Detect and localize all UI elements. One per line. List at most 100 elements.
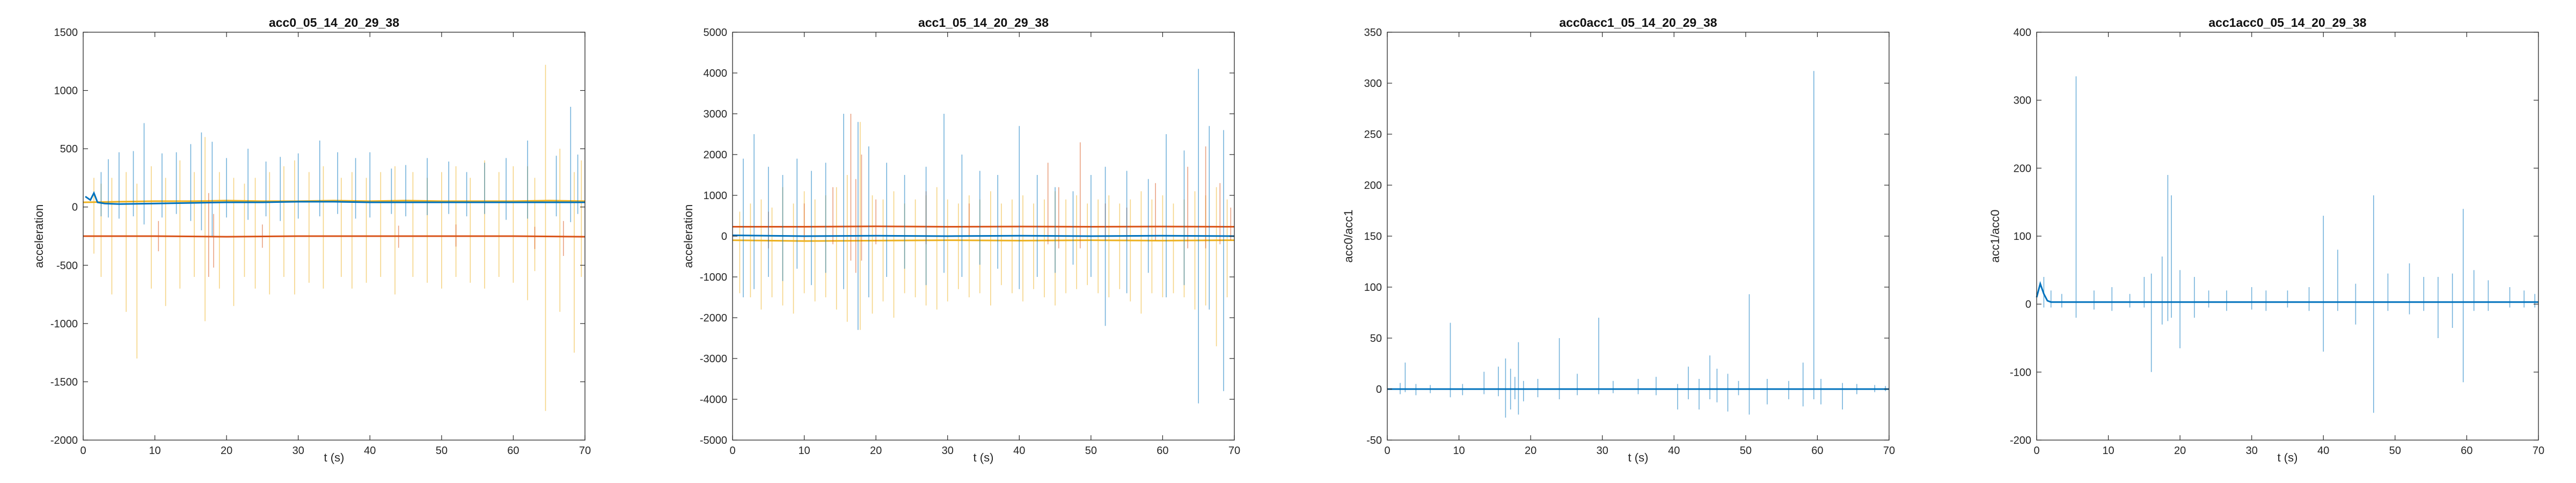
y-tick-label: 0 bbox=[2025, 299, 2031, 311]
x-tick-label: 30 bbox=[2246, 445, 2258, 457]
y-tick-label: -1500 bbox=[50, 376, 78, 388]
x-tick-label: 60 bbox=[1811, 445, 1823, 457]
series-1-line bbox=[733, 225, 1235, 228]
subplot-acc1: 0 10 20 30 40 50 60 70 -5000 -4000 -3000 -2000 -1000… bbox=[682, 16, 1240, 464]
x-tick-label: 0 bbox=[2033, 445, 2039, 457]
y-tick-label: 250 bbox=[1364, 129, 1382, 141]
y-tick-label: 50 bbox=[1370, 333, 1382, 345]
x-tick-label: 70 bbox=[579, 445, 591, 457]
x-axis-label: t (s) bbox=[2278, 451, 2298, 464]
y-tick-label: 200 bbox=[2014, 163, 2031, 174]
series-0-line bbox=[85, 191, 585, 205]
x-tick-label: 10 bbox=[798, 445, 810, 457]
y-tick-label: 0 bbox=[1376, 384, 1382, 396]
x-tick-label: 30 bbox=[1597, 445, 1608, 457]
y-tick-label: 1000 bbox=[704, 190, 728, 202]
x-tick-label: 20 bbox=[1525, 445, 1536, 457]
x-tick-label: 70 bbox=[1883, 445, 1895, 457]
y-tick-label: -100 bbox=[2010, 367, 2031, 378]
subplot-acc0: 0 10 20 30 40 50 60 70 -2000 -1500 -1000 -500 0 500 10… bbox=[32, 16, 591, 464]
subplot-acc1acc0: 0 10 20 30 40 50 60 70 -200 -100 0 100 200 300 400 acc… bbox=[1988, 16, 2544, 464]
series-2-line bbox=[83, 200, 586, 203]
plot-area bbox=[2037, 32, 2538, 440]
x-tick-label: 40 bbox=[1668, 445, 1680, 457]
y-tick-label: 0 bbox=[721, 231, 727, 243]
y-tick-label: -5000 bbox=[700, 435, 727, 447]
y-tick-label: 1000 bbox=[54, 85, 78, 97]
series-1-line bbox=[83, 235, 586, 238]
x-tick-label: 60 bbox=[2461, 445, 2472, 457]
data-lines bbox=[1387, 71, 1889, 418]
y-axis-label: acc0/acc1 bbox=[1342, 209, 1355, 262]
x-tick-label: 60 bbox=[1157, 445, 1168, 457]
x-tick-label: 20 bbox=[2174, 445, 2186, 457]
y-tick-label: -3000 bbox=[700, 353, 727, 365]
y-tick-label: -200 bbox=[2010, 435, 2031, 447]
plot-area bbox=[1387, 32, 1889, 440]
y-tick-label: 2000 bbox=[704, 149, 728, 161]
chart-title: acc0_05_14_20_29_38 bbox=[269, 16, 399, 30]
plot-frame bbox=[83, 32, 586, 441]
y-tick-label: 3000 bbox=[704, 108, 728, 120]
y-tick-label: 4000 bbox=[704, 68, 728, 79]
y-tick-label: -500 bbox=[56, 260, 78, 272]
x-tick-label: 0 bbox=[729, 445, 735, 457]
y-tick-label: 150 bbox=[1364, 231, 1382, 243]
x-tick-label: 40 bbox=[1013, 445, 1025, 457]
y-tick-label: 1500 bbox=[54, 27, 78, 39]
y-tick-label: -1000 bbox=[700, 272, 727, 283]
y-tick-label: 5000 bbox=[704, 27, 728, 39]
subplot-acc0acc1: 0 10 20 30 40 50 60 70-50050100150200250300350 … bbox=[1342, 16, 1895, 464]
x-tick-label: 60 bbox=[507, 445, 519, 457]
y-tick-label: -1000 bbox=[50, 318, 78, 330]
data-lines bbox=[2036, 76, 2538, 413]
y-tick-label: -2000 bbox=[50, 435, 78, 447]
y-tick-label: 100 bbox=[1364, 282, 1382, 294]
x-tick-label: 30 bbox=[942, 445, 954, 457]
x-tick-label: 40 bbox=[364, 445, 376, 457]
x-tick-label: 50 bbox=[1740, 445, 1752, 457]
y-axis-label: acceleration bbox=[682, 204, 695, 268]
x-tick-label: 70 bbox=[2533, 445, 2544, 457]
x-tick-label: 0 bbox=[1384, 445, 1390, 457]
y-tick-label: -50 bbox=[1366, 435, 1382, 447]
y-tick-label: 300 bbox=[1364, 78, 1382, 90]
x-tick-label: 30 bbox=[292, 445, 304, 457]
data-lines bbox=[83, 64, 586, 411]
y-axis-label: acc1/acc0 bbox=[1988, 209, 2002, 262]
series-0-line bbox=[2036, 281, 2538, 303]
y-tick-label: 0 bbox=[72, 202, 78, 214]
y-tick-label: 100 bbox=[2014, 231, 2031, 243]
series-0-line bbox=[732, 235, 1235, 237]
y-axis-label: acceleration bbox=[32, 204, 46, 268]
x-axis-label: t (s) bbox=[1628, 451, 1649, 464]
x-tick-label: 20 bbox=[870, 445, 882, 457]
x-tick-label: 50 bbox=[1085, 445, 1097, 457]
x-axis-label: t (s) bbox=[974, 451, 994, 464]
x-tick-label: 10 bbox=[149, 445, 160, 457]
y-tick-label: 350 bbox=[1364, 27, 1382, 39]
x-tick-label: 40 bbox=[2317, 445, 2329, 457]
x-tick-label: 50 bbox=[2389, 445, 2401, 457]
chart-title: acc1acc0_05_14_20_29_38 bbox=[2208, 16, 2366, 30]
y-tick-label: 300 bbox=[2014, 95, 2031, 107]
x-tick-label: 10 bbox=[2102, 445, 2114, 457]
axes: 0 10 20 30 40 50 60 70 -200 -100 0 100 200 300 400 bbox=[2010, 27, 2544, 457]
y-tick-label: -4000 bbox=[700, 394, 727, 406]
x-tick-label: 10 bbox=[1453, 445, 1465, 457]
y-tick-label: 500 bbox=[60, 143, 78, 155]
y-tick-label: 200 bbox=[1364, 180, 1382, 192]
x-tick-label: 0 bbox=[80, 445, 86, 457]
y-tick-label: -2000 bbox=[700, 312, 727, 324]
x-axis-label: t (s) bbox=[324, 451, 345, 464]
data-lines bbox=[732, 69, 1235, 404]
x-tick-label: 70 bbox=[1228, 445, 1240, 457]
chart-title: acc1_05_14_20_29_38 bbox=[918, 16, 1049, 30]
chart-title: acc0acc1_05_14_20_29_38 bbox=[1559, 16, 1717, 30]
series-2-line bbox=[732, 239, 1235, 242]
x-tick-label: 20 bbox=[221, 445, 232, 457]
axes: 0 10 20 30 40 50 60 70 -5000 -4000 -3000 -2000 -1000… bbox=[700, 27, 1240, 457]
axes: 0 10 20 30 40 50 60 70 -2000 -1500 -1000 -500 0 500 10… bbox=[50, 27, 591, 457]
